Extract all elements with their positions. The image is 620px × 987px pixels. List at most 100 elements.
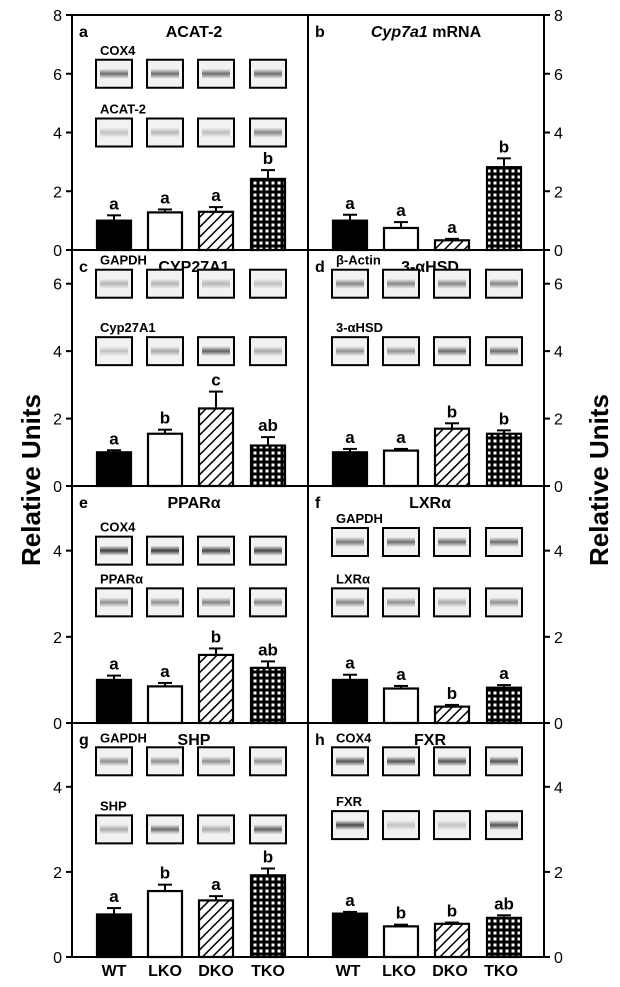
bar-lko <box>146 889 184 959</box>
panel-b: 0 2 4 6 8 b Cyp7a1 mRNA a a a b <box>307 8 563 260</box>
y-tick-label: 0 <box>53 950 62 967</box>
y-tick-label: 2 <box>554 184 563 201</box>
bar-wt <box>95 913 133 959</box>
y-tick-label: 6 <box>554 277 563 294</box>
bar-tko <box>249 666 287 725</box>
panel-letter: d <box>315 259 325 276</box>
significance-letter: b <box>447 902 457 921</box>
significance-letter: a <box>345 891 355 910</box>
blot-band <box>438 278 466 289</box>
significance-letter: ab <box>258 416 278 435</box>
blot-band <box>151 278 179 289</box>
y-tick-label: 4 <box>53 544 62 561</box>
blot-label-fxr: FXR <box>336 794 363 809</box>
blot-band <box>438 537 466 548</box>
blot-band <box>202 278 230 289</box>
significance-letter: c <box>211 371 220 390</box>
blot-band <box>100 68 128 79</box>
panel-letter: f <box>315 495 321 512</box>
y-tick-label: 2 <box>53 630 62 647</box>
x-tick-label-lko: LKO <box>148 963 182 980</box>
bar-dko <box>197 407 235 488</box>
significance-letter: b <box>499 137 509 156</box>
bar-wt <box>331 678 369 725</box>
panel-letter: a <box>79 24 88 41</box>
panel-f: 0 2 4 f LXRα GAPDH LXRα a a b a <box>307 485 563 733</box>
blot-band <box>336 820 364 831</box>
panel-title: SHP <box>178 732 211 749</box>
y-tick-label: 4 <box>53 780 62 797</box>
x-tick-label-dko: DKO <box>432 963 468 980</box>
significance-letter: ab <box>258 640 278 659</box>
significance-letter: a <box>211 875 221 894</box>
blot-band <box>336 537 364 548</box>
significance-letter: b <box>160 864 170 883</box>
blot-band <box>254 68 282 79</box>
significance-letter: a <box>447 218 457 237</box>
panel-title: FXR <box>414 732 446 749</box>
y-tick-label: 4 <box>53 344 62 361</box>
panel-title: LXRα <box>409 495 451 512</box>
blot-label-gapdh: GAPDH <box>100 730 147 745</box>
blot-band <box>202 545 230 556</box>
blot-label-acat-2: ACAT-2 <box>100 102 146 117</box>
bar-wt <box>331 219 369 252</box>
significance-letter: a <box>109 194 119 213</box>
blot-band <box>490 278 518 289</box>
significance-letter: b <box>263 149 273 168</box>
blot-band <box>151 824 179 835</box>
blot-band <box>151 545 179 556</box>
bar-wt <box>95 219 133 252</box>
blot-label-lxr: LXRα <box>336 571 370 586</box>
x-tick-label-tko: TKO <box>251 963 285 980</box>
blot-band <box>202 597 230 608</box>
blot-band <box>202 824 230 835</box>
y-axis-label-left: Relative Units <box>16 394 46 566</box>
blot-band <box>202 756 230 767</box>
panel-letter: c <box>79 259 88 276</box>
y-tick-label: 0 <box>53 479 62 496</box>
y-tick-label: 8 <box>554 8 563 25</box>
bar-tko <box>485 916 523 959</box>
blot-label-cyp27a1: Cyp27A1 <box>100 320 156 335</box>
bar-wt <box>331 451 369 488</box>
significance-letter: b <box>396 904 406 923</box>
significance-letter: a <box>109 429 119 448</box>
significance-letter: a <box>345 428 355 447</box>
blot-band <box>336 346 364 357</box>
significance-letter: a <box>396 201 406 220</box>
panel-letter: b <box>315 24 325 41</box>
blot-band <box>336 597 364 608</box>
bar-lko <box>382 925 420 959</box>
significance-letter: a <box>160 662 170 681</box>
blot-band <box>490 820 518 831</box>
significance-letter: a <box>109 887 119 906</box>
blot-band <box>254 545 282 556</box>
x-tick-label-wt: WT <box>102 963 127 980</box>
y-tick-label: 6 <box>554 67 563 84</box>
significance-letter: b <box>160 409 170 428</box>
significance-letter: a <box>396 665 406 684</box>
blot-band <box>387 537 415 548</box>
significance-letter: a <box>499 664 509 683</box>
blot-band <box>100 824 128 835</box>
blot-band <box>100 278 128 289</box>
blot-band <box>202 127 230 138</box>
y-tick-label: 2 <box>53 865 62 882</box>
y-tick-label: 0 <box>53 243 62 260</box>
x-tick-label-lko: LKO <box>382 963 416 980</box>
y-tick-label: 0 <box>554 716 563 733</box>
y-tick-label: 8 <box>53 8 62 25</box>
blot-band <box>490 537 518 548</box>
y-tick-label: 2 <box>554 412 563 429</box>
y-tick-label: 0 <box>554 479 563 496</box>
x-tick-label-dko: DKO <box>198 963 234 980</box>
y-tick-label: 2 <box>53 184 62 201</box>
blot-band <box>254 756 282 767</box>
significance-letter: b <box>447 684 457 703</box>
bar-lko <box>146 432 184 488</box>
